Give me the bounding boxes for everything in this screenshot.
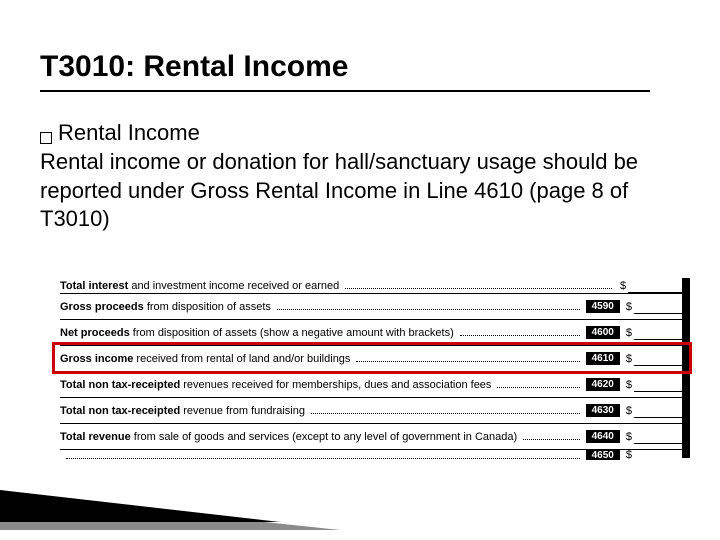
amount-box [634,430,690,444]
form-row: Total interest and investment income rec… [60,278,690,294]
form-row-label: Total non tax-receipted revenues receive… [60,379,491,391]
amount-box [634,352,690,366]
slide-title-text: T3010: Rental Income [40,50,348,83]
form-row: Total non tax-receipted revenues receive… [60,372,690,398]
dollar-sign-icon: $ [620,280,626,292]
bullet-label: Rental Income [58,120,200,146]
amount-cell: 4610 $ [586,352,690,366]
form-row-label: Net proceeds from disposition of assets … [60,327,454,339]
dollar-sign-icon: $ [626,301,632,313]
leader-dots [460,335,580,336]
amount-box [634,404,690,418]
form-row-label: Total revenue from sale of goods and ser… [60,431,517,443]
amount-cell: 4630 $ [586,404,690,418]
amount-box [634,450,690,460]
amount-cell: $ [618,279,690,293]
bullet-row: Rental Income [40,120,200,146]
line-code-badge: 4620 [586,378,620,391]
amount-box [634,326,690,340]
line-code-badge: 4650 [586,450,620,460]
amount-cell: 4590 $ [586,300,690,314]
title-underline [40,90,650,92]
leader-dots [66,458,580,459]
line-code-badge: 4590 [586,300,620,313]
form-row: Gross proceeds from disposition of asset… [60,294,690,320]
leader-dots [311,413,580,414]
bullet-square-icon [40,132,52,144]
form-row-label: Total non tax-receipted revenue from fun… [60,405,305,417]
amount-box [628,279,684,293]
leader-dots [523,439,579,440]
form-row-label: Gross proceeds from disposition of asset… [60,301,271,313]
body-text: Rental income or donation for hall/sanct… [40,148,640,234]
dollar-sign-icon: $ [626,450,632,460]
form-excerpt: Total interest and investment income rec… [60,278,690,460]
form-row: Total revenue from sale of goods and ser… [60,424,690,450]
amount-cell: 4600 $ [586,326,690,340]
dollar-sign-icon: $ [626,353,632,365]
amount-box [634,378,690,392]
dollar-sign-icon: $ [626,431,632,443]
leader-dots [497,387,579,388]
form-row: Gross income received from rental of lan… [60,346,690,372]
line-code-badge: 4640 [586,430,620,443]
line-code-badge: 4630 [586,404,620,417]
form-row-label: Total interest and investment income rec… [60,280,339,292]
dollar-sign-icon: $ [626,405,632,417]
dollar-sign-icon: $ [626,327,632,339]
form-row: Total non tax-receipted revenue from fun… [60,398,690,424]
decor-wedge-dark [0,490,280,522]
amount-cell: 4620 $ [586,378,690,392]
leader-dots [345,288,612,289]
amount-cell: 4640 $ [586,430,690,444]
line-code-badge: 4600 [586,326,620,339]
leader-dots [277,309,580,310]
slide-title: T3010: Rental Income [40,50,348,84]
leader-dots [356,361,579,362]
form-row-label: Gross income received from rental of lan… [60,353,350,365]
line-code-badge: 4610 [586,352,620,365]
dollar-sign-icon: $ [626,379,632,391]
form-row: Net proceeds from disposition of assets … [60,320,690,346]
form-row: 4650 $ [60,450,690,460]
amount-cell: 4650 $ [586,450,690,460]
amount-box [634,300,690,314]
